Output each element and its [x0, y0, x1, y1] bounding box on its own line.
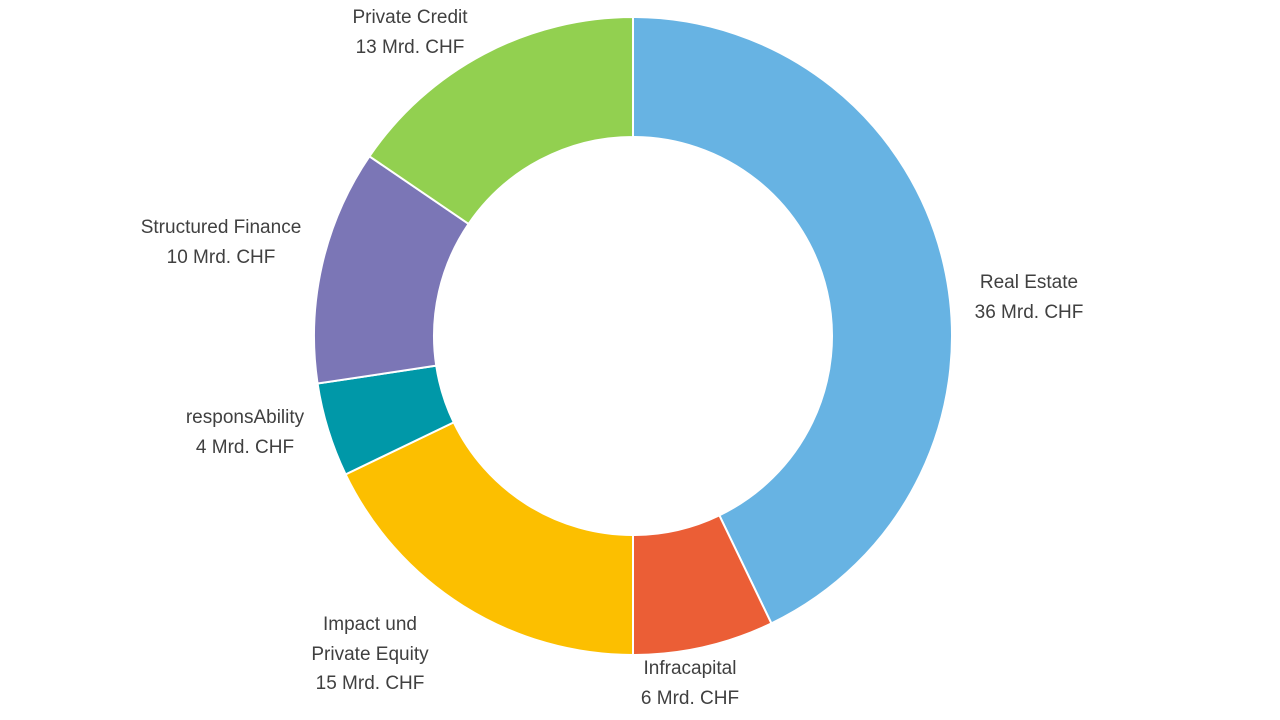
label-real-estate: Real Estate 36 Mrd. CHF	[975, 268, 1084, 327]
category-label: Real Estate	[979, 272, 1079, 293]
slice-real-estate	[632, 15, 953, 625]
category-label: Structured Finance	[140, 217, 302, 238]
label-impact-private-equity: Impact und Private Equity 15 Mrd. CHF	[300, 610, 440, 699]
data-label: 4 Mrd. CHF	[195, 436, 295, 458]
category-label: Infracapital	[643, 658, 737, 679]
data-label: 6 Mrd. CHF	[640, 687, 740, 709]
label-private-credit: Private Credit 13 Mrd. CHF	[352, 3, 467, 62]
category-label: Private Credit	[352, 7, 468, 28]
label-infracapital: Infracapital 6 Mrd. CHF	[641, 654, 739, 713]
data-label: 15 Mrd. CHF	[315, 673, 425, 694]
label-structured-finance: Structured Finance 10 Mrd. CHF	[141, 213, 302, 272]
slice-impact-und-private-equity	[344, 421, 634, 657]
label-responsability: responsAbility 4 Mrd. CHF	[186, 403, 304, 462]
category-label: Impact und Private Equity	[311, 614, 429, 665]
data-label: 10 Mrd. CHF	[166, 246, 276, 268]
data-label: 13 Mrd. CHF	[355, 36, 465, 58]
category-label: responsAbility	[185, 407, 305, 428]
data-label: 36 Mrd. CHF	[974, 301, 1084, 323]
slice-private-credit	[368, 15, 634, 226]
